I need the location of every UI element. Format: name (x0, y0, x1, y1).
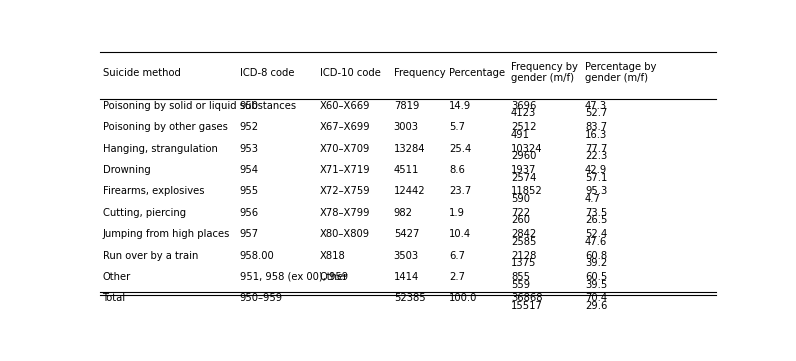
Text: X818: X818 (320, 251, 345, 261)
Text: 1.9: 1.9 (449, 208, 466, 218)
Text: 590: 590 (511, 194, 530, 204)
Text: 950: 950 (240, 101, 259, 111)
Text: 25.4: 25.4 (449, 144, 471, 153)
Text: 855: 855 (511, 272, 530, 282)
Text: 11852: 11852 (511, 186, 543, 196)
Text: 10324: 10324 (511, 144, 542, 153)
Text: Drowning: Drowning (103, 165, 150, 175)
Text: 73.5: 73.5 (585, 208, 607, 218)
Text: 953: 953 (240, 144, 259, 153)
Text: 2842: 2842 (511, 229, 537, 239)
Text: 83.7: 83.7 (585, 122, 607, 132)
Text: Frequency by
gender (m/f): Frequency by gender (m/f) (511, 62, 578, 83)
Text: 1375: 1375 (511, 258, 537, 268)
Text: 2128: 2128 (511, 251, 537, 261)
Text: 951, 958 (ex 00), 959: 951, 958 (ex 00), 959 (240, 272, 348, 282)
Text: Poisoning by solid or liquid substances: Poisoning by solid or liquid substances (103, 101, 295, 111)
Text: 22.3: 22.3 (585, 151, 607, 161)
Text: 2512: 2512 (511, 122, 537, 132)
Text: 7819: 7819 (394, 101, 419, 111)
Text: 4123: 4123 (511, 108, 537, 118)
Text: 3503: 3503 (394, 251, 419, 261)
Text: Total: Total (103, 293, 126, 303)
Text: X78–X799: X78–X799 (320, 208, 370, 218)
Text: 956: 956 (240, 208, 259, 218)
Text: 52385: 52385 (394, 293, 425, 303)
Text: 52.4: 52.4 (585, 229, 607, 239)
Text: 77.7: 77.7 (585, 144, 607, 153)
Text: 559: 559 (511, 280, 530, 290)
Text: 26.5: 26.5 (585, 216, 607, 226)
Text: 100.0: 100.0 (449, 293, 478, 303)
Text: 957: 957 (240, 229, 259, 239)
Text: 23.7: 23.7 (449, 186, 471, 196)
Text: 958.00: 958.00 (240, 251, 275, 261)
Text: 10.4: 10.4 (449, 229, 471, 239)
Text: Suicide method: Suicide method (103, 68, 181, 78)
Text: Percentage: Percentage (449, 68, 505, 78)
Text: 1937: 1937 (511, 165, 537, 175)
Text: Other: Other (103, 272, 131, 282)
Text: 14.9: 14.9 (449, 101, 471, 111)
Text: 2574: 2574 (511, 173, 537, 183)
Text: 4511: 4511 (394, 165, 419, 175)
Text: 954: 954 (240, 165, 259, 175)
Text: 60.5: 60.5 (585, 272, 607, 282)
Text: 1414: 1414 (394, 272, 419, 282)
Text: 47.3: 47.3 (585, 101, 607, 111)
Text: X71–X719: X71–X719 (320, 165, 370, 175)
Text: 15517: 15517 (511, 301, 543, 311)
Text: 4.7: 4.7 (585, 194, 601, 204)
Text: 491: 491 (511, 130, 530, 140)
Text: 13284: 13284 (394, 144, 425, 153)
Text: 60.8: 60.8 (585, 251, 607, 261)
Text: 3003: 3003 (394, 122, 419, 132)
Text: 5427: 5427 (394, 229, 419, 239)
Text: 47.6: 47.6 (585, 237, 607, 247)
Text: 5.7: 5.7 (449, 122, 466, 132)
Text: 70.4: 70.4 (585, 293, 607, 303)
Text: 29.6: 29.6 (585, 301, 607, 311)
Text: X60–X669: X60–X669 (320, 101, 370, 111)
Text: X67–X699: X67–X699 (320, 122, 370, 132)
Text: 39.5: 39.5 (585, 280, 607, 290)
Text: 12442: 12442 (394, 186, 425, 196)
Text: 2585: 2585 (511, 237, 537, 247)
Text: Frequency: Frequency (394, 68, 446, 78)
Text: 3696: 3696 (511, 101, 537, 111)
Text: X70–X709: X70–X709 (320, 144, 370, 153)
Text: Firearms, explosives: Firearms, explosives (103, 186, 204, 196)
Text: 722: 722 (511, 208, 530, 218)
Text: Hanging, strangulation: Hanging, strangulation (103, 144, 217, 153)
Text: 42.9: 42.9 (585, 165, 607, 175)
Text: 260: 260 (511, 216, 530, 226)
Text: 955: 955 (240, 186, 259, 196)
Text: 57.1: 57.1 (585, 173, 607, 183)
Text: Other: Other (320, 272, 348, 282)
Text: 982: 982 (394, 208, 413, 218)
Text: 2960: 2960 (511, 151, 537, 161)
Text: 950–959: 950–959 (240, 293, 283, 303)
Text: Run over by a train: Run over by a train (103, 251, 198, 261)
Text: 2.7: 2.7 (449, 272, 466, 282)
Text: 95.3: 95.3 (585, 186, 607, 196)
Text: 52.7: 52.7 (585, 108, 607, 118)
Text: X80–X809: X80–X809 (320, 229, 370, 239)
Text: Percentage by
gender (m/f): Percentage by gender (m/f) (585, 62, 657, 83)
Text: ICD-8 code: ICD-8 code (240, 68, 294, 78)
Text: 8.6: 8.6 (449, 165, 465, 175)
Text: 952: 952 (240, 122, 259, 132)
Text: Cutting, piercing: Cutting, piercing (103, 208, 185, 218)
Text: X72–X759: X72–X759 (320, 186, 370, 196)
Text: 16.3: 16.3 (585, 130, 607, 140)
Text: Jumping from high places: Jumping from high places (103, 229, 230, 239)
Text: 6.7: 6.7 (449, 251, 466, 261)
Text: 36868: 36868 (511, 293, 542, 303)
Text: ICD-10 code: ICD-10 code (320, 68, 380, 78)
Text: 39.2: 39.2 (585, 258, 607, 268)
Text: Poisoning by other gases: Poisoning by other gases (103, 122, 228, 132)
